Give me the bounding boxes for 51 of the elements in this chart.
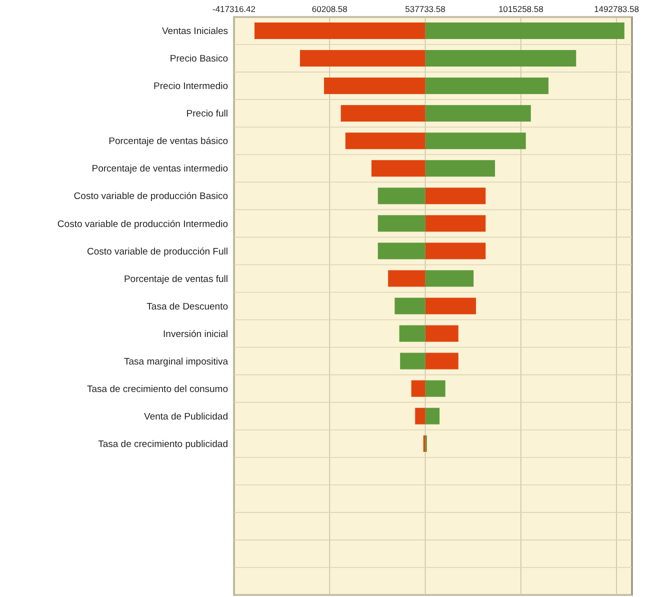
- y-tick-label: Costo variable de producción Basico: [74, 191, 228, 202]
- y-tick-label: Porcentaje de ventas básico: [108, 136, 228, 148]
- bar: [425, 188, 486, 204]
- bar: [371, 160, 426, 177]
- bar: [425, 408, 440, 424]
- y-tick-label: Porcentaje de ventas full: [124, 274, 228, 285]
- bar: [300, 50, 426, 67]
- bar: [425, 270, 474, 287]
- bar: [254, 22, 426, 40]
- bar: [425, 325, 458, 342]
- bar: [425, 352, 458, 370]
- bar: [425, 215, 486, 232]
- bar: [388, 270, 426, 287]
- bar: [425, 298, 476, 314]
- x-tick-label: 1492783.58: [594, 4, 640, 14]
- bar: [425, 50, 576, 67]
- bar: [425, 160, 496, 177]
- bar: [324, 78, 426, 94]
- bar: [425, 78, 548, 94]
- bar: [340, 105, 426, 122]
- x-tick-label: -417316.42: [212, 4, 256, 14]
- y-tick-label: Costo variable de producción Full: [87, 246, 228, 258]
- bar: [425, 132, 526, 150]
- y-tick-label: Ventas Iniciales: [162, 26, 228, 38]
- y-tick-label: Tasa marginal impositiva: [124, 356, 229, 368]
- y-tick-label: Precio Intermedio: [154, 81, 228, 92]
- bar: [345, 132, 426, 150]
- bar: [378, 242, 426, 260]
- y-tick-label: Precio Basico: [170, 54, 228, 65]
- y-tick-label: Precio full: [186, 108, 228, 120]
- y-tick-label: Inversión inicial: [163, 328, 228, 340]
- bar: [399, 325, 426, 342]
- y-tick-label: Venta de Publicidad: [144, 411, 228, 422]
- y-tick-label: Tasa de Descuento: [146, 301, 228, 312]
- bar: [425, 380, 446, 397]
- y-tick-label: Costo variable de producción Intermedio: [57, 218, 228, 230]
- bar: [425, 105, 531, 122]
- bar: [415, 408, 426, 424]
- x-tick-label: 1015258.58: [498, 4, 544, 14]
- bar: [378, 188, 426, 204]
- y-tick-label: Tasa de crecimiento publicidad: [98, 438, 228, 450]
- y-tick-label: Tasa de crecimiento del consumo: [87, 384, 228, 395]
- bar: [394, 298, 426, 314]
- x-tick-label: 60208.58: [312, 4, 348, 14]
- bar: [411, 380, 426, 397]
- bar: [425, 242, 486, 260]
- x-tick-label: 537733.58: [405, 4, 446, 14]
- y-tick-label: Porcentaje de ventas intermedio: [92, 164, 228, 175]
- bar: [400, 352, 426, 370]
- bar: [425, 22, 624, 40]
- bar: [378, 215, 426, 232]
